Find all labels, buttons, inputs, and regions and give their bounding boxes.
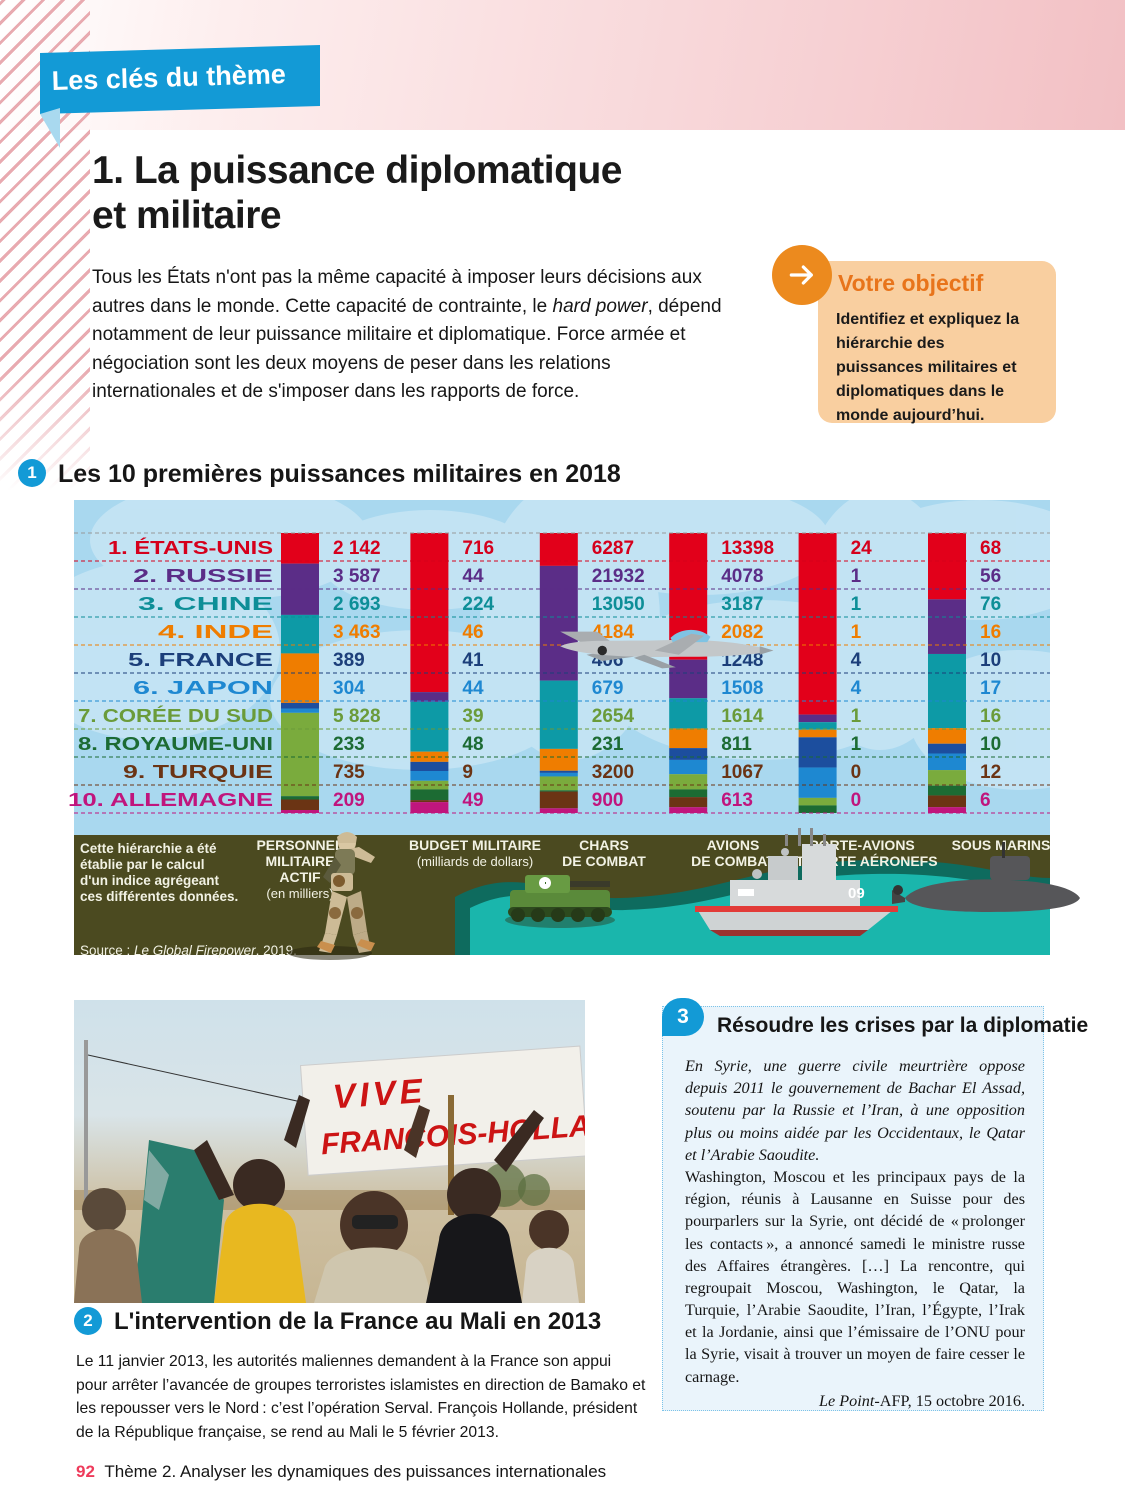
svg-text:SOUS MARINS: SOUS MARINS xyxy=(952,837,1051,853)
svg-text:1: 1 xyxy=(851,566,862,587)
svg-text:ACTIF: ACTIF xyxy=(279,869,321,885)
svg-text:6287: 6287 xyxy=(592,538,634,559)
svg-text:6. JAPON: 6. JAPON xyxy=(133,678,273,698)
svg-text:4078: 4078 xyxy=(721,566,763,587)
svg-text:13050: 13050 xyxy=(592,594,645,615)
svg-text:d'un indice agrégeant: d'un indice agrégeant xyxy=(80,873,219,888)
svg-text:68: 68 xyxy=(980,538,1001,559)
svg-text:10: 10 xyxy=(980,734,1001,755)
svg-text:679: 679 xyxy=(592,678,624,699)
svg-text:48: 48 xyxy=(462,734,483,755)
svg-text:1614: 1614 xyxy=(721,706,764,727)
svg-text:Source : Le Global Firepower,: Source : Le Global Firepower, 2019. xyxy=(80,943,297,958)
svg-text:17: 17 xyxy=(980,678,1001,699)
svg-text:44: 44 xyxy=(462,566,484,587)
svg-text:10: 10 xyxy=(980,650,1001,671)
svg-text:4. INDE: 4. INDE xyxy=(158,622,273,642)
svg-text:(en milliers): (en milliers) xyxy=(266,886,333,901)
svg-text:0: 0 xyxy=(851,762,862,783)
svg-text:PERSONNEL: PERSONNEL xyxy=(256,837,344,853)
svg-text:8. ROYAUME-UNI: 8. ROYAUME-UNI xyxy=(78,734,273,754)
svg-text:établie par le calcul: établie par le calcul xyxy=(80,857,205,872)
svg-text:304: 304 xyxy=(333,678,365,699)
svg-text:ces différentes données.: ces différentes données. xyxy=(80,889,238,904)
svg-text:3187: 3187 xyxy=(721,594,763,615)
svg-text:13398: 13398 xyxy=(721,538,774,559)
svg-text:16: 16 xyxy=(980,706,1001,727)
svg-text:1. ÉTATS-UNIS: 1. ÉTATS-UNIS xyxy=(108,537,273,558)
svg-text:233: 233 xyxy=(333,734,365,755)
svg-text:24: 24 xyxy=(851,538,873,559)
svg-text:VIVE: VIVE xyxy=(332,1072,428,1116)
svg-text:613: 613 xyxy=(721,790,753,811)
svg-text:389: 389 xyxy=(333,650,365,671)
svg-text:1067: 1067 xyxy=(721,762,763,783)
svg-text:21932: 21932 xyxy=(592,566,645,587)
svg-text:09: 09 xyxy=(848,885,865,902)
svg-text:1: 1 xyxy=(851,622,862,643)
svg-text:AVIONS: AVIONS xyxy=(707,837,760,853)
svg-text:1508: 1508 xyxy=(721,678,763,699)
svg-text:44: 44 xyxy=(462,678,484,699)
svg-text:209: 209 xyxy=(333,790,365,811)
svg-text:5. FRANCE: 5. FRANCE xyxy=(128,650,273,670)
svg-text:39: 39 xyxy=(462,706,483,727)
svg-text:811: 811 xyxy=(721,734,752,755)
svg-text:231: 231 xyxy=(592,734,624,755)
svg-text:10. ALLEMAGNE: 10. ALLEMAGNE xyxy=(68,790,273,810)
svg-text:56: 56 xyxy=(980,566,1001,587)
svg-text:12: 12 xyxy=(980,762,1001,783)
svg-text:16: 16 xyxy=(980,622,1001,643)
svg-text:46: 46 xyxy=(462,622,483,643)
svg-text:1: 1 xyxy=(851,734,862,755)
svg-text:76: 76 xyxy=(980,594,1001,615)
svg-text:3 463: 3 463 xyxy=(333,622,381,643)
svg-text:DE COMBAT: DE COMBAT xyxy=(691,853,775,869)
svg-text:7. CORÉE DU SUD: 7. CORÉE DU SUD xyxy=(78,705,273,726)
svg-text:2. RUSSIE: 2. RUSSIE xyxy=(133,566,273,586)
svg-text:49: 49 xyxy=(462,790,483,811)
svg-text:1: 1 xyxy=(851,706,862,727)
svg-text:41: 41 xyxy=(462,650,484,671)
svg-text:2082: 2082 xyxy=(721,622,763,643)
svg-text:BUDGET MILITAIRE: BUDGET MILITAIRE xyxy=(409,837,541,853)
svg-text:6: 6 xyxy=(980,790,991,811)
svg-text:4: 4 xyxy=(851,678,862,699)
svg-text:DE COMBAT: DE COMBAT xyxy=(562,853,646,869)
svg-text:224: 224 xyxy=(462,594,494,615)
svg-text:(milliards de dollars): (milliards de dollars) xyxy=(417,854,533,869)
svg-text:9: 9 xyxy=(462,762,473,783)
svg-text:3200: 3200 xyxy=(592,762,634,783)
svg-text:716: 716 xyxy=(462,538,494,559)
svg-text:900: 900 xyxy=(592,790,624,811)
svg-text:3. CHINE: 3. CHINE xyxy=(138,594,273,614)
svg-text:735: 735 xyxy=(333,762,365,783)
svg-text:9. TURQUIE: 9. TURQUIE xyxy=(123,762,273,782)
svg-text:3 587: 3 587 xyxy=(333,566,381,587)
svg-text:MILITAIRE: MILITAIRE xyxy=(266,853,335,869)
svg-text:1: 1 xyxy=(851,594,862,615)
svg-text:5 828: 5 828 xyxy=(333,706,381,727)
svg-text:2654: 2654 xyxy=(592,706,635,727)
svg-text:2 142: 2 142 xyxy=(333,538,381,559)
svg-text:Cette hiérarchie a été: Cette hiérarchie a été xyxy=(80,841,217,856)
svg-text:CHARS: CHARS xyxy=(579,837,629,853)
svg-text:2 693: 2 693 xyxy=(333,594,381,615)
svg-text:0: 0 xyxy=(851,790,862,811)
svg-text:4: 4 xyxy=(851,650,862,671)
